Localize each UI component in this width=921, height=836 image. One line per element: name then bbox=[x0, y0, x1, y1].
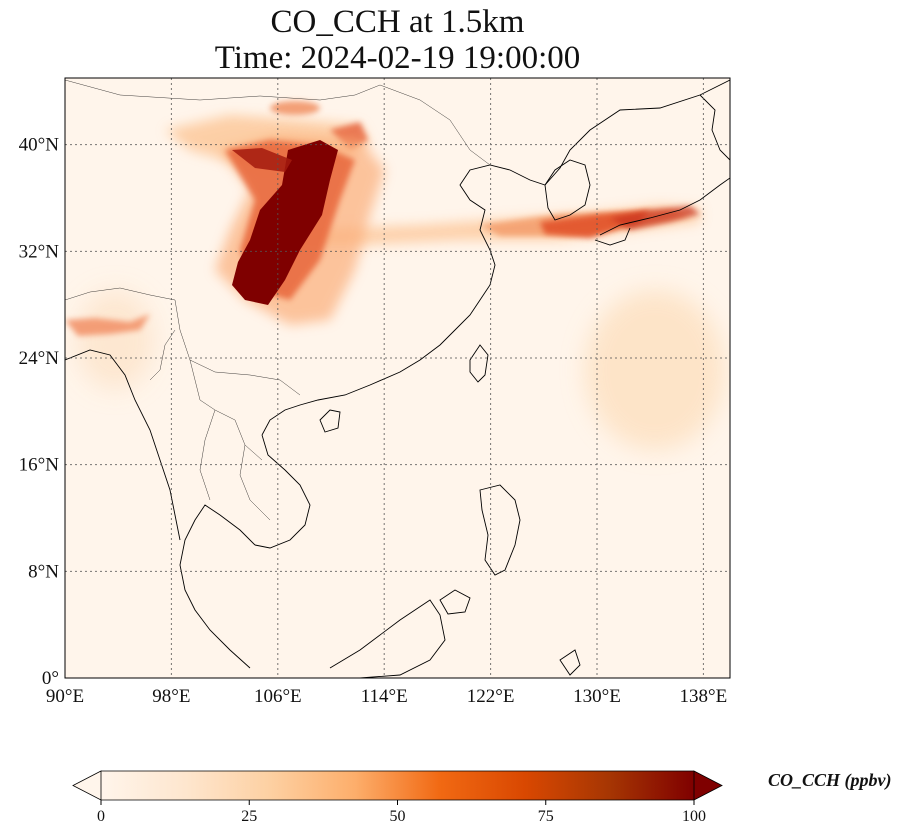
colorbar-tick-label: 100 bbox=[682, 808, 706, 825]
lat-tick-label: 16°N bbox=[19, 455, 60, 476]
lat-tick-label: 40°N bbox=[19, 135, 60, 156]
lat-tick-label: 32°N bbox=[19, 241, 60, 262]
plume-north-top bbox=[270, 101, 320, 115]
colorbar-extend-min bbox=[72, 770, 102, 801]
colorbar-extend-max bbox=[693, 770, 723, 801]
lat-tick-label: 0° bbox=[42, 668, 59, 689]
lon-tick-label: 98°E bbox=[152, 686, 190, 707]
lon-tick-label: 138°E bbox=[680, 686, 728, 707]
lon-tick-label: 114°E bbox=[361, 686, 408, 707]
country-borders bbox=[65, 79, 491, 521]
longitude-tick-labels: 90°E 98°E 106°E 114°E 122°E 130°E 138°E bbox=[46, 686, 727, 707]
colorbar-tick-label: 50 bbox=[390, 808, 406, 825]
plume-bay-faint bbox=[75, 290, 155, 390]
colorbar-gradient bbox=[101, 771, 694, 800]
colorbar-tick-label: 25 bbox=[241, 808, 257, 825]
plume-main-core bbox=[232, 140, 338, 305]
lat-tick-label: 24°N bbox=[19, 348, 60, 369]
map-timestamp: Time: 2024-02-19 19:00:00 bbox=[214, 40, 581, 76]
colorbar: 0 25 50 75 100 bbox=[72, 770, 723, 825]
lat-tick-label: 8°N bbox=[28, 561, 59, 582]
coastlines bbox=[65, 79, 730, 678]
concentration-field bbox=[65, 79, 730, 678]
lon-tick-label: 130°E bbox=[573, 686, 621, 707]
lon-tick-label: 90°E bbox=[46, 686, 84, 707]
plume-pacific-faint bbox=[585, 290, 725, 450]
colorbar-tick-label: 0 bbox=[97, 808, 105, 825]
map-title: CO_CCH at 1.5km bbox=[270, 4, 525, 40]
lon-tick-label: 122°E bbox=[467, 686, 515, 707]
lon-tick-label: 106°E bbox=[254, 686, 302, 707]
plume-japan bbox=[610, 206, 700, 230]
map-frame bbox=[64, 77, 731, 679]
plume-core-west bbox=[232, 148, 292, 172]
colorbar-label: CO_CCH (ppbv) bbox=[768, 770, 892, 790]
latitude-tick-labels: 0° 8°N 16°N 24°N 32°N 40°N bbox=[19, 135, 60, 689]
gridlines bbox=[65, 78, 730, 678]
colorbar-ticks: 0 25 50 75 100 bbox=[97, 800, 706, 825]
colorbar-tick-label: 75 bbox=[538, 808, 554, 825]
plume-bangladesh bbox=[65, 314, 150, 336]
